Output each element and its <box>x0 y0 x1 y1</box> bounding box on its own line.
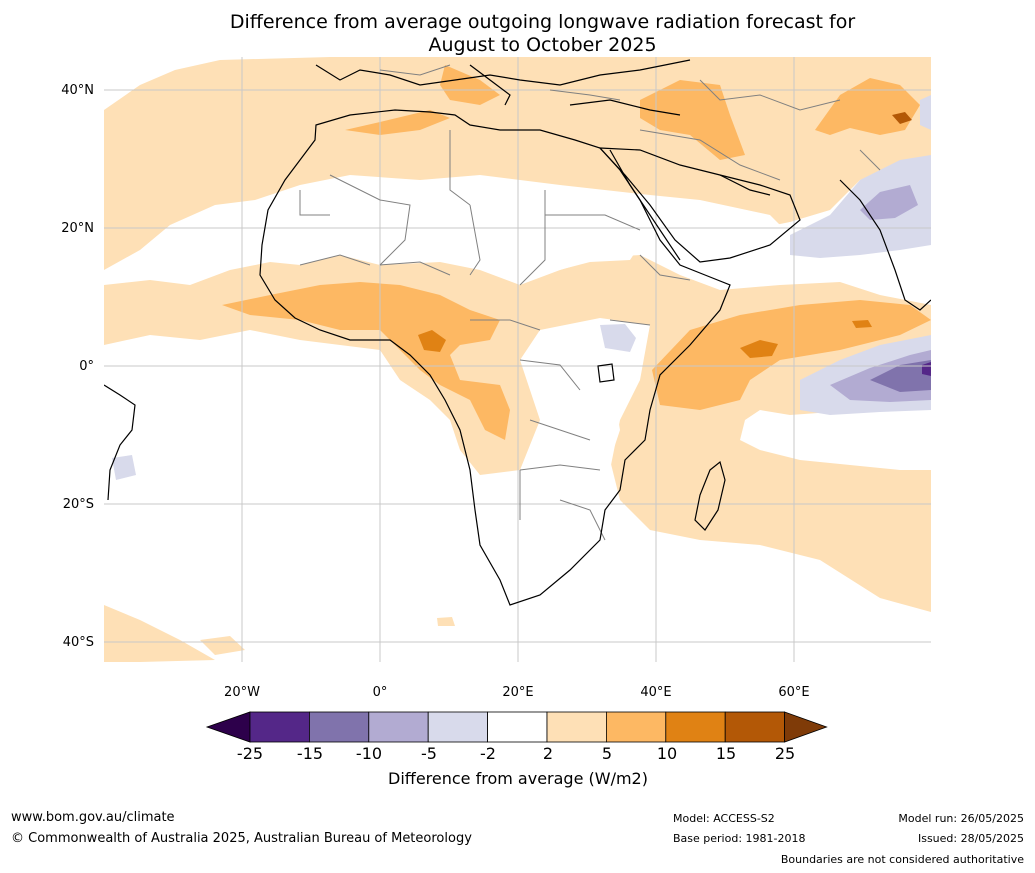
colorbar-tick: 10 <box>656 744 678 763</box>
red-sea-outline <box>609 149 681 261</box>
colorbar-tick: -5 <box>421 744 437 763</box>
lat-label-20n: 20°N <box>61 221 94 236</box>
footer-issued: Issued: 28/05/2025 <box>917 832 1024 845</box>
colorbar-swatch <box>487 711 548 743</box>
colorbar-swatch <box>368 711 429 743</box>
colorbar-tick: -15 <box>296 744 324 763</box>
colorbar-tick: 15 <box>715 744 737 763</box>
gridlines <box>104 57 931 662</box>
persian-gulf-outline <box>719 174 771 196</box>
colorbar-swatch <box>724 711 786 743</box>
colorbar-tick: -2 <box>480 744 496 763</box>
colorbar-tick: 25 <box>774 744 796 763</box>
lake-victoria-outline <box>597 363 615 383</box>
anomaly-region-10-15 <box>740 340 778 358</box>
anomaly-region-neg-2-5 <box>600 324 636 352</box>
colorbar-swatch <box>665 711 726 743</box>
footer-copyright: © Commonwealth of Australia 2025, Austra… <box>11 831 472 846</box>
footer-disclaimer: Boundaries are not considered authoritat… <box>780 853 1024 866</box>
anomaly-region-neg-2-5 <box>112 455 136 480</box>
anomaly-region-10-15 <box>418 330 446 352</box>
colorbar <box>205 711 828 743</box>
anomaly-region-5-10 <box>640 80 745 160</box>
lon-label-40e: 40°E <box>640 685 672 700</box>
south-america-coastline <box>104 384 136 501</box>
anomaly-region-2-5 <box>437 617 455 626</box>
lon-label-20w: 20°W <box>224 685 260 700</box>
anomaly-region-5-10 <box>345 110 450 135</box>
colorbar-swatch <box>606 711 667 743</box>
colorbar-label: Difference from average (W/m2) <box>388 769 648 788</box>
neutral-region <box>520 318 650 560</box>
anomaly-region-2-5 <box>200 636 245 655</box>
anomaly-region-15-25 <box>892 112 912 124</box>
title-line-1: Difference from average outgoing longwav… <box>229 11 856 33</box>
footer-url[interactable]: www.bom.gov.au/climate <box>11 810 175 825</box>
title-line-2: August to October 2025 <box>428 34 657 56</box>
neutral-region <box>405 200 650 275</box>
footer-model: Model: ACCESS-S2 <box>673 812 775 825</box>
neutral-region <box>620 205 790 262</box>
italy-coastline <box>469 64 511 106</box>
anomaly-region-5-10 <box>222 282 510 440</box>
madagascar-coastline <box>694 460 726 531</box>
colorbar-extend-high <box>784 711 828 743</box>
colorbar-swatch <box>427 711 489 743</box>
lat-label-20s: 20°S <box>62 497 94 512</box>
map-field <box>104 57 931 662</box>
india-coastline <box>839 179 931 311</box>
africa-coastline <box>259 109 731 606</box>
anomaly-region-neg-10-15 <box>870 360 931 392</box>
lon-label-60e: 60°E <box>778 685 810 700</box>
colorbar-swatch <box>546 711 607 743</box>
colorbar-swatch <box>249 711 310 743</box>
footer-base-period: Base period: 1981-2018 <box>673 832 806 845</box>
coastlines <box>104 59 931 606</box>
colorbar-tick: 5 <box>601 744 613 763</box>
arabia-coastline <box>598 147 801 263</box>
lat-label-0: 0° <box>79 359 94 374</box>
anomaly-region-neg-2-5 <box>920 95 931 130</box>
colorbar-tick: -25 <box>236 744 264 763</box>
lon-label-0: 0° <box>372 685 388 700</box>
lat-label-40s: 40°S <box>62 635 94 650</box>
country-borders <box>299 64 881 541</box>
turkey-coastline <box>569 99 681 116</box>
lon-label-20e: 20°E <box>502 685 534 700</box>
footer-model-run: Model run: 26/05/2025 <box>898 812 1024 825</box>
colorbar-extend-low <box>205 711 251 743</box>
anomaly-region-5-10 <box>815 78 920 135</box>
anomaly-region-neg-2-5 <box>790 155 931 258</box>
anomaly-region-2-5 <box>104 605 215 662</box>
europe-coastline <box>315 59 691 86</box>
lat-label-40n: 40°N <box>61 83 94 98</box>
colorbar-tick: 2 <box>542 744 554 763</box>
colorbar-tick: -10 <box>355 744 383 763</box>
anomaly-region-neg-5-10 <box>860 185 918 220</box>
colorbar-swatch <box>308 711 370 743</box>
anomaly-region-5-10 <box>440 65 500 105</box>
anomaly-region-10-15 <box>852 320 872 328</box>
